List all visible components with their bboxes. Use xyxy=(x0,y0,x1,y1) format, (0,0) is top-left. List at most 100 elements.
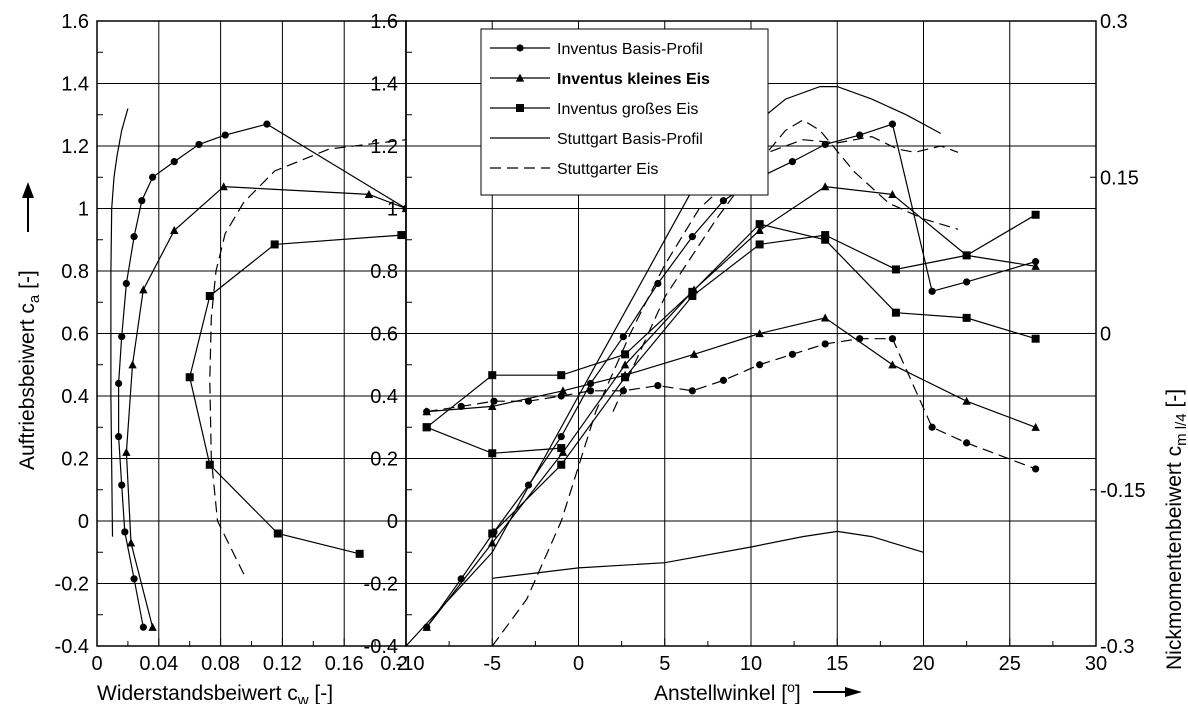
right-series-stuttgart-basis-profil-cm-line xyxy=(492,530,924,579)
left-series-inventus-kleines-eis-point xyxy=(122,447,131,456)
right-series-inventus-gro-es-eis-cm-point xyxy=(488,449,497,458)
right-series-inventus-kleines-eis-cm-line xyxy=(426,317,1036,428)
right-series-inventus-gro-es-eis-cm-point xyxy=(557,371,566,380)
left-series-inventus-kleines-eis-point xyxy=(148,622,157,631)
right-series-inventus-gro-es-eis-cm-point xyxy=(688,287,697,296)
right-y-tick-label: 1 xyxy=(387,199,398,221)
right-y-tick-label: 0.4 xyxy=(370,386,398,408)
right-y-tick-label: 0.2 xyxy=(370,449,398,471)
right-y-tick-label: -0.4 xyxy=(364,636,398,658)
left-series-inventus-basis-profil-point xyxy=(118,333,126,341)
left-series-inventus-basis-profil-point xyxy=(170,158,178,166)
right-y2-tick-label: -0.3 xyxy=(1100,636,1134,658)
left-y-axis-arrow xyxy=(22,182,34,232)
legend-label-2: Inventus großes Eis xyxy=(557,101,698,118)
left-series-stuttgart-basis-profil-line xyxy=(110,108,129,537)
left-series-inventus-basis-profil-point xyxy=(115,379,123,388)
left-x-tick-label: 0 xyxy=(91,653,102,675)
legend-item-3: Stuttgart Basis-Profil xyxy=(490,131,703,148)
legend-marker-1 xyxy=(515,73,525,82)
left-series-inventus-gro-es-eis-point xyxy=(185,373,194,382)
right-series-inventus-basis-profil-point xyxy=(821,140,829,149)
left-y-tick-label: 1.4 xyxy=(61,74,89,96)
legend-item-0: Inventus Basis-Profil xyxy=(490,41,703,58)
right-series-inventus-kleines-eis-point xyxy=(620,360,630,369)
right-y-axis-label: Nickmomentenbeiwert cm l/4 [-] xyxy=(1163,389,1188,670)
right-series-inventus-basis-profil-cm-point xyxy=(654,381,662,390)
left-x-tick-label: 0.08 xyxy=(201,653,240,675)
right-y-tick-label: -0.2 xyxy=(364,574,398,596)
left-y-axis-label: Auftriebsbeiwert ca [-] xyxy=(16,270,43,470)
right-series-inventus-basis-profil-cm-point xyxy=(928,423,936,431)
right-series-inventus-kleines-eis-point xyxy=(488,538,497,547)
left-series-inventus-basis-profil-point xyxy=(115,433,123,441)
right-y-tick-label: 0.6 xyxy=(370,324,398,346)
right-y2-tick-label: 0 xyxy=(1100,324,1111,346)
right-series-stuttgarter-eis-cm-line xyxy=(612,119,959,412)
left-y-tick-label: 1.6 xyxy=(61,11,89,33)
left-series-inventus-gro-es-eis-point xyxy=(273,529,282,538)
right-series-inventus-basis-profil-point xyxy=(688,233,696,241)
left-series-inventus-kleines-eis-point xyxy=(219,182,228,191)
right-x-tick-label: -10 xyxy=(396,653,425,675)
left-series-inventus-kleines-eis-point xyxy=(170,225,179,234)
right-series-inventus-basis-profil-cm-point xyxy=(788,350,797,358)
right-series-inventus-basis-profil-cm-point xyxy=(888,335,897,343)
left-y-tick-label: 1 xyxy=(78,199,89,221)
right-series-inventus-kleines-eis-cm-point xyxy=(755,329,764,338)
right-series-inventus-kleines-eis-point xyxy=(888,190,897,199)
left-panel: 0 0.04 0.08 0.12 0.16 0.2-0.4-0.200.20.40.60.… xyxy=(55,11,408,675)
right-y-tick-label: 1.2 xyxy=(370,136,398,158)
right-series-inventus-kleines-eis-point xyxy=(820,182,830,191)
right-series-inventus-gro-es-eis-cm-point xyxy=(755,220,764,229)
left-series-inventus-gro-es-eis-point xyxy=(205,292,214,300)
right-y-tick-label: 1.4 xyxy=(370,74,398,96)
right-series-inventus-basis-profil-point xyxy=(619,333,627,341)
left-y-tick-label: 0.8 xyxy=(61,261,89,283)
legend-label-3: Stuttgart Basis-Profil xyxy=(557,131,703,148)
right-series-inventus-gro-es-eis-cm-point xyxy=(422,423,431,432)
right-series-inventus-kleines-eis-cm-point xyxy=(1031,422,1040,431)
right-series-inventus-basis-profil-line xyxy=(426,123,1036,628)
legend-label-4: Stuttgarter Eis xyxy=(557,161,658,178)
right-series-inventus-basis-profil-point xyxy=(856,131,864,139)
left-series-inventus-basis-profil-point xyxy=(149,173,157,181)
right-series-inventus-basis-profil-cm-point xyxy=(963,439,971,447)
right-series-inventus-gro-es-eis-cm-point xyxy=(821,235,830,244)
right-series-inventus-basis-profil-point xyxy=(888,120,897,128)
right-series-inventus-basis-profil-cm-point xyxy=(688,387,696,395)
right-series-inventus-gro-es-eis-point xyxy=(688,292,697,300)
left-series-inventus-kleines-eis-point xyxy=(364,190,374,199)
right-series-inventus-basis-profil-point xyxy=(788,158,797,166)
right-series-inventus-basis-profil-cm-point xyxy=(821,340,829,348)
right-series-inventus-kleines-eis-point xyxy=(755,225,764,234)
right-series-inventus-basis-profil-point xyxy=(928,287,936,295)
right-series-inventus-gro-es-eis-point xyxy=(821,231,830,240)
left-series-inventus-kleines-eis-point xyxy=(401,204,406,213)
left-series-stuttgart-basis-profil xyxy=(110,108,129,537)
right-series-inventus-basis-profil-point xyxy=(719,197,728,205)
right-panel: -10 -5 0 5 10 15 20 25 30 -0.4 -0.2 0 0.2 0.4 0.6 0.8 1 1… xyxy=(364,11,1146,675)
left-y-tick-label: -0.4 xyxy=(55,636,89,658)
right-series-inventus-kleines-eis-cm-point xyxy=(422,407,431,416)
left-series-stuttgarter-eis xyxy=(209,139,406,575)
right-series-inventus-kleines-eis-cm-point xyxy=(962,396,971,405)
left-series-inventus-basis-profil-point xyxy=(221,131,229,139)
right-series-inventus-gro-es-eis-cm-point xyxy=(488,371,497,380)
left-series-inventus-basis-profil-point xyxy=(130,233,138,241)
legend: Inventus Basis-Profil Inventus kleines Ei… xyxy=(480,28,769,196)
right-series-stuttgart-basis-profil-cm xyxy=(492,530,924,579)
right-series-inventus-gro-es-eis-cm-point xyxy=(891,308,900,317)
right-series-inventus-basis-profil-cm-line xyxy=(426,338,1036,470)
right-y2-tick-label: 0.15 xyxy=(1100,167,1139,189)
right-series-inventus-gro-es-eis-cm xyxy=(422,220,1040,432)
right-x-tick-label: 10 xyxy=(740,653,762,675)
left-series-inventus-kleines-eis xyxy=(122,182,406,631)
right-series-inventus-basis-profil-point xyxy=(557,433,565,441)
left-series-inventus-basis-profil-point xyxy=(130,575,138,583)
left-series-inventus-gro-es-eis-point xyxy=(397,231,406,240)
right-series-inventus-basis-profil-cm-point xyxy=(1032,465,1040,473)
left-series-inventus-basis-profil-point xyxy=(121,528,129,536)
left-series-inventus-basis-profil-point xyxy=(118,481,126,489)
right-series-inventus-kleines-eis-cm-point xyxy=(888,360,897,369)
